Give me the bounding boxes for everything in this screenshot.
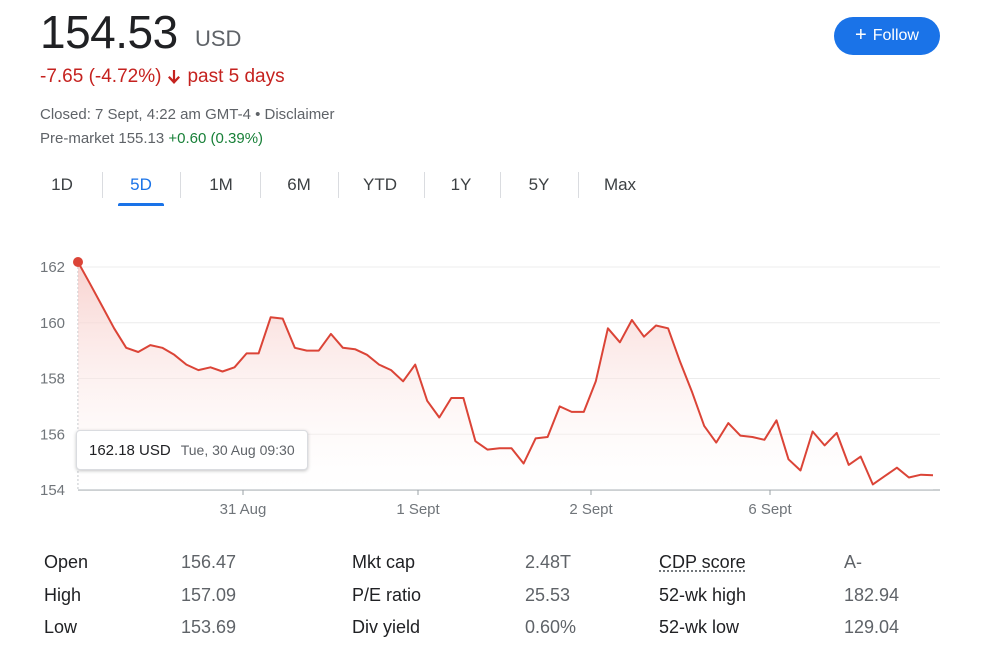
y-tick-label: 158 — [40, 371, 65, 388]
x-tick-label: 6 Sept — [748, 501, 792, 518]
stat-label-pe-ratio: P/E ratio — [352, 585, 422, 605]
tab-6m[interactable]: 6M — [276, 168, 322, 202]
stat-label-52wk-high: 52-wk high — [659, 585, 747, 605]
follow-button[interactable]: + Follow — [834, 17, 940, 55]
tab-label: YTD — [363, 175, 397, 194]
y-tick-label: 154 — [40, 482, 65, 499]
tab-label: 5Y — [528, 175, 550, 194]
y-tick-label: 156 — [40, 426, 65, 443]
y-tick-label: 162 — [40, 259, 65, 276]
range-tabs: 1D 5D 1M 6M YTD 1Y 5Y Max — [40, 168, 660, 208]
tab-label: 5D — [130, 175, 152, 194]
follow-label: Follow — [872, 27, 919, 44]
stock-price: 154.53 — [40, 6, 178, 58]
stat-label-div-yield: Div yield — [352, 617, 421, 637]
change-value: -7.65 (-4.72%) — [40, 66, 162, 87]
price-line — [77, 261, 934, 486]
tab-label: 1Y — [450, 175, 472, 194]
premarket-change: +0.60 (0.39%) — [168, 130, 264, 147]
stat-label-cdp-score[interactable]: CDP score — [659, 552, 746, 572]
stat-value-high: 157.09 — [181, 585, 237, 605]
x-tick-label: 2 Sept — [569, 501, 613, 518]
x-tick-label: 1 Sept — [396, 501, 440, 518]
tab-1m[interactable]: 1M — [198, 168, 244, 202]
stat-value-low: 153.69 — [181, 617, 237, 637]
price-change: -7.65 (-4.72%) past 5 days — [40, 66, 285, 88]
tab-label: Max — [603, 175, 637, 194]
tab-max[interactable]: Max — [594, 168, 646, 202]
tab-ytd[interactable]: YTD — [352, 168, 408, 202]
stat-value-52wk-high: 182.94 — [844, 585, 900, 605]
stat-value-mkt-cap: 2.48T — [525, 552, 572, 572]
tab-label: 1D — [51, 175, 73, 194]
hover-point — [73, 256, 83, 267]
stat-value-52wk-low: 129.04 — [844, 617, 900, 637]
currency-label: USD — [195, 26, 242, 51]
tab-1y[interactable]: 1Y — [438, 168, 484, 202]
tab-1d[interactable]: 1D — [40, 168, 84, 202]
change-period: past 5 days — [187, 66, 285, 87]
stat-value-div-yield: 0.60% — [525, 617, 577, 637]
premarket-label: Pre-market 155.13 — [40, 130, 165, 147]
stat-value-open: 156.47 — [181, 552, 237, 572]
stat-label-mkt-cap: Mkt cap — [352, 552, 416, 572]
stat-label-low: Low — [44, 617, 78, 637]
tooltip-datetime: Tue, 30 Aug 09:30 — [180, 442, 295, 458]
premarket-info: Pre-market 155.13 +0.60 (0.39%) — [40, 130, 263, 147]
tab-5d[interactable]: 5D — [118, 168, 164, 206]
stat-value-cdp-score: A- — [844, 552, 862, 572]
stat-label-52wk-low: 52-wk low — [659, 617, 740, 637]
active-tab-indicator — [118, 203, 164, 206]
tab-label: 1M — [209, 175, 233, 194]
chart-tooltip: 162.18 USD Tue, 30 Aug 09:30 — [76, 430, 308, 470]
stats-table: Open 156.47 High 157.09 Low 153.69 Mkt c… — [44, 548, 944, 648]
x-tick-label: 31 Aug — [220, 501, 267, 518]
y-tick-label: 160 — [40, 315, 65, 332]
closed-info: Closed: 7 Sept, 4:22 am GMT-4 • Disclaim… — [40, 106, 335, 123]
stat-label-high: High — [44, 585, 82, 605]
price-chart[interactable]: 162 160 158 156 154 31 Aug 1 Sept 2 Sept 6 Sept — [0, 240, 1000, 530]
stat-label-open: Open — [44, 552, 89, 572]
plus-icon: + — [855, 24, 867, 46]
tab-5y[interactable]: 5Y — [516, 168, 562, 202]
tab-label: 6M — [287, 175, 311, 194]
tooltip-price: 162.18 USD — [89, 441, 171, 459]
stat-value-pe-ratio: 25.53 — [525, 585, 571, 605]
arrow-down-icon — [167, 69, 181, 85]
